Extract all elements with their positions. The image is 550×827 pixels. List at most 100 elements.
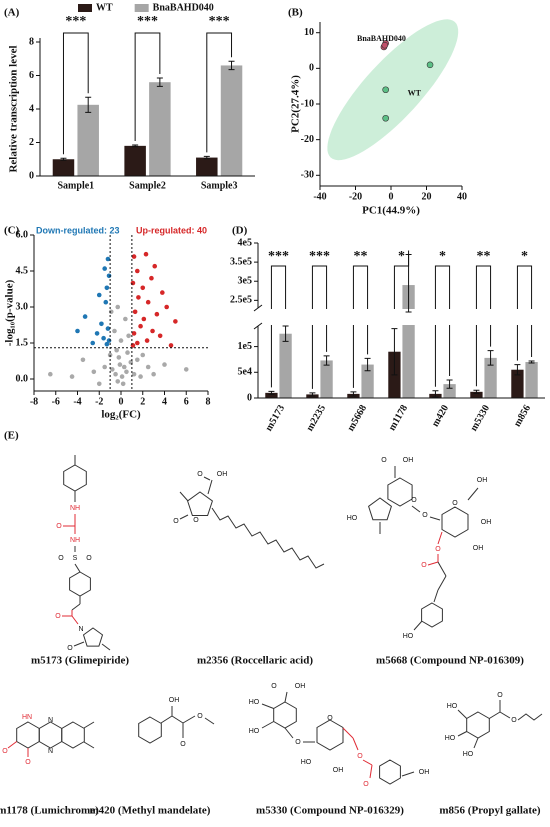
point <box>131 254 137 259</box>
point <box>143 251 149 257</box>
atom-label: OH <box>295 683 306 690</box>
bond <box>83 741 95 749</box>
point <box>154 311 160 317</box>
bond <box>473 737 479 749</box>
point <box>110 367 115 372</box>
point <box>105 256 111 262</box>
significance-label: * <box>521 249 528 264</box>
atom-label: O <box>55 613 61 620</box>
bond <box>316 719 344 751</box>
confidence-ellipse <box>327 19 459 161</box>
y-tick-label: 1e5 <box>238 341 252 352</box>
bond <box>387 477 413 507</box>
panel-label: (D) <box>232 225 248 237</box>
atom-label: N <box>78 626 83 633</box>
atom-label: N <box>48 748 53 755</box>
significance-bracket <box>434 265 451 387</box>
atom-label: HO <box>347 515 358 522</box>
atom-label: O <box>86 555 92 562</box>
x-tick-label: m420 <box>430 403 451 429</box>
y-tick-label: 3.5e5 <box>230 256 252 267</box>
point <box>151 371 156 377</box>
error-bar <box>156 77 163 87</box>
bond <box>207 479 213 495</box>
atom-label: O <box>197 471 203 478</box>
point <box>69 374 75 379</box>
bond <box>61 721 85 749</box>
bond <box>101 643 111 651</box>
point <box>91 369 97 375</box>
y-tick-label: 3.0 <box>16 301 29 312</box>
x-tick-label: 8 <box>206 396 211 407</box>
point <box>108 309 114 315</box>
atom-label: O <box>435 546 441 553</box>
y-tick-label: 2.5e5 <box>230 295 252 306</box>
significance-label: ** <box>354 249 368 264</box>
x-tick-label: 20 <box>422 191 432 202</box>
bar <box>470 391 483 398</box>
y-tick-label: -30 <box>301 170 314 181</box>
point <box>136 295 141 300</box>
atom-label: OH <box>333 767 344 774</box>
error-bar <box>432 390 439 398</box>
series-label: BnaBAHD040 <box>357 34 406 43</box>
legend-swatch <box>78 4 92 12</box>
legend-label: WT <box>96 2 113 13</box>
significance-label: * <box>398 249 405 264</box>
point <box>124 369 129 375</box>
y-axis-title: Relative transcription level <box>8 45 20 172</box>
error-bar <box>309 392 316 397</box>
point <box>101 335 106 341</box>
point <box>106 273 112 279</box>
x-tick-label: m856 <box>512 403 533 429</box>
point <box>105 326 111 331</box>
atom-label: O <box>197 713 203 720</box>
point <box>140 285 146 291</box>
bar <box>220 65 243 176</box>
bar <box>52 159 75 176</box>
point <box>75 328 80 334</box>
x-tick-label: -40 <box>313 191 326 202</box>
bond <box>187 491 213 516</box>
point <box>162 362 167 367</box>
point <box>99 321 104 327</box>
bar <box>525 362 538 398</box>
bond <box>82 627 104 647</box>
x-axis-title: log₂(FC) <box>101 409 141 421</box>
bond <box>261 721 274 729</box>
bond <box>182 715 196 724</box>
error-bar <box>132 144 139 148</box>
bond <box>71 603 81 611</box>
point <box>128 359 134 365</box>
bar <box>320 360 333 398</box>
point <box>90 340 96 346</box>
atom-label: HO <box>445 735 456 742</box>
error-bar <box>391 328 398 376</box>
point <box>382 86 389 94</box>
bond <box>211 507 325 569</box>
atom-label: N <box>48 717 53 724</box>
bond <box>437 575 447 591</box>
atom-label: HO <box>403 633 414 640</box>
bond <box>429 516 441 521</box>
point <box>149 275 154 281</box>
atom-label: O <box>58 555 64 562</box>
point <box>119 374 125 379</box>
point <box>157 333 163 339</box>
bond <box>489 711 501 719</box>
atom-label: S <box>73 555 78 562</box>
significance-label: * <box>439 249 446 264</box>
point <box>130 280 136 286</box>
y-tick-label: 10 <box>304 27 314 38</box>
error-bar <box>446 379 453 389</box>
bond <box>457 709 468 719</box>
point <box>126 333 131 339</box>
bond <box>421 602 443 628</box>
bar <box>124 145 146 176</box>
bond <box>368 497 392 521</box>
atom-label: NH <box>70 505 80 512</box>
compound-name: m2356 (Roccellaric acid) <box>197 655 313 667</box>
bond <box>261 703 274 709</box>
bond <box>73 641 85 647</box>
